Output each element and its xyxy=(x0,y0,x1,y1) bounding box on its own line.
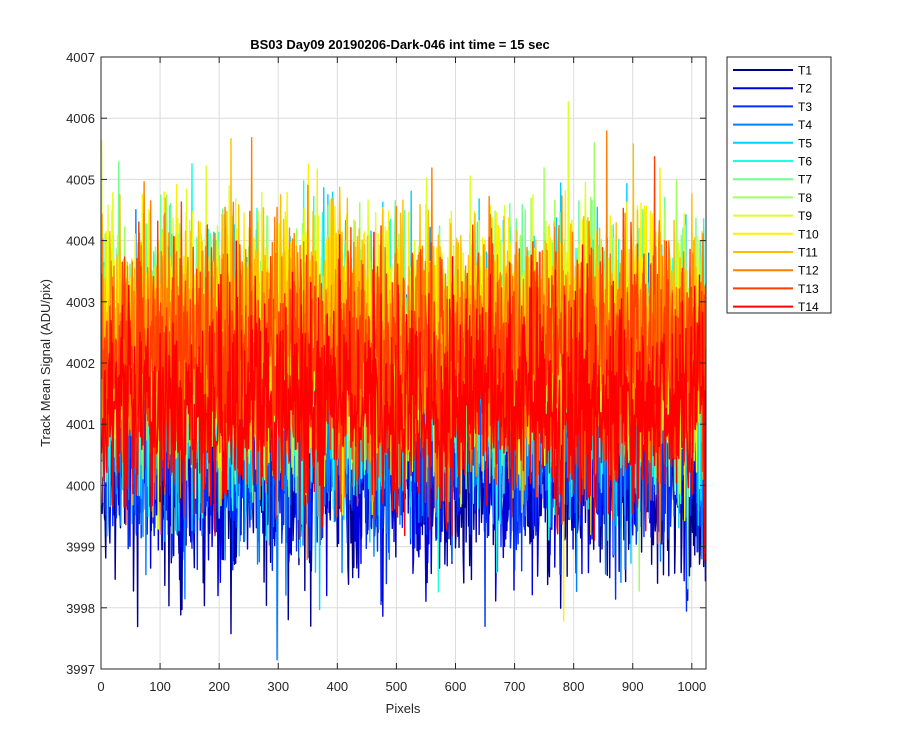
y-tick-label: 4001 xyxy=(66,417,95,432)
x-tick-label: 400 xyxy=(326,679,348,694)
legend-label: T13 xyxy=(798,282,819,296)
x-tick-label: 100 xyxy=(149,679,171,694)
y-tick-label: 3997 xyxy=(66,662,95,677)
y-tick-label: 3999 xyxy=(66,540,95,555)
y-tick-label: 4005 xyxy=(66,172,95,187)
y-axis-label: Track Mean Signal (ADU/pix) xyxy=(38,279,53,447)
x-tick-label: 800 xyxy=(563,679,585,694)
y-tick-label: 4000 xyxy=(66,478,95,493)
legend-label: T10 xyxy=(798,227,819,241)
y-tick-label: 4002 xyxy=(66,356,95,371)
y-tick-label: 4003 xyxy=(66,295,95,310)
x-axis-ticks: 0 100 200 300 400 500 600 700 800 900 1000 xyxy=(97,57,706,694)
legend-entries: T1 T2 T3 T4 T5 T6 T7 T8 T9 T10 T11 T12 T13 T14 xyxy=(733,64,819,314)
x-tick-label: 600 xyxy=(445,679,467,694)
x-tick-label: 200 xyxy=(208,679,230,694)
x-tick-label: 300 xyxy=(267,679,289,694)
y-tick-label: 3998 xyxy=(66,601,95,616)
chart-title: BS03 Day09 20190206-Dark-046 int time = … xyxy=(250,37,550,52)
x-axis-label: Pixels xyxy=(386,701,421,716)
legend-label: T7 xyxy=(798,173,812,187)
legend-label: T11 xyxy=(798,246,818,260)
legend-label: T12 xyxy=(798,264,819,278)
legend-label: T8 xyxy=(798,191,812,205)
series-lines xyxy=(101,101,706,661)
x-tick-label: 0 xyxy=(97,679,104,694)
legend-label: T5 xyxy=(798,136,812,150)
legend-label: T6 xyxy=(798,155,812,169)
y-tick-label: 4007 xyxy=(66,50,95,65)
legend-label: T14 xyxy=(798,300,819,314)
legend-label: T1 xyxy=(798,64,812,78)
y-tick-label: 4004 xyxy=(66,234,95,249)
legend-label: T9 xyxy=(798,209,812,223)
legend-label: T3 xyxy=(798,100,812,114)
legend-label: T4 xyxy=(798,118,812,132)
legend: T1 T2 T3 T4 T5 T6 T7 T8 T9 T10 T11 T12 T13 T14 xyxy=(726,56,832,314)
y-axis-ticks: 3997 3998 3999 4000 4001 4002 4003 4004 4005 4006… xyxy=(66,50,706,677)
y-tick-label: 4006 xyxy=(66,111,95,126)
x-tick-label: 500 xyxy=(386,679,408,694)
x-tick-label: 900 xyxy=(622,679,644,694)
x-tick-label: 700 xyxy=(504,679,526,694)
series-line-t14 xyxy=(101,231,706,561)
x-tick-label: 1000 xyxy=(677,679,706,694)
legend-label: T2 xyxy=(798,82,812,96)
